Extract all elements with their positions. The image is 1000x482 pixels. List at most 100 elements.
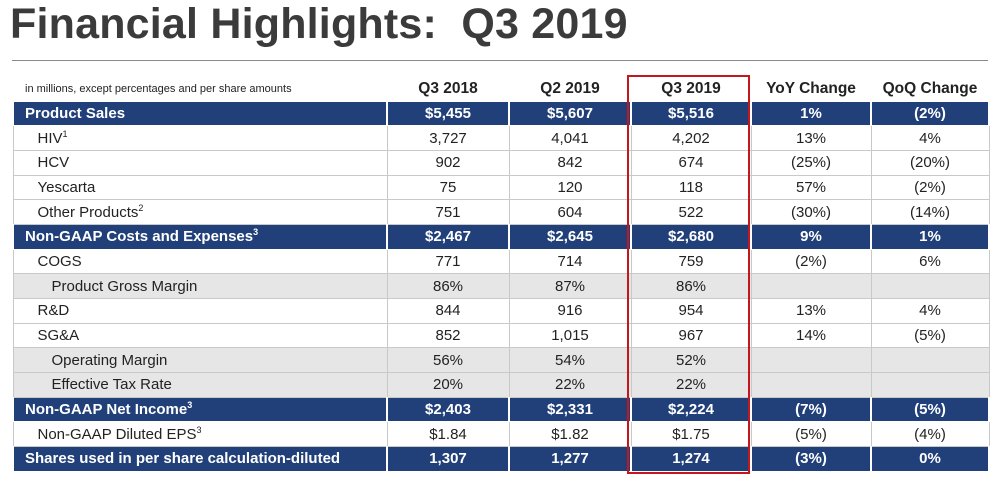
cell-q3-2018: $2,467 — [386, 224, 510, 250]
table-row-cogs: COGS 771 714 759 (2%) 6% — [12, 248, 990, 275]
cell-q3-2019: 86% — [630, 273, 752, 299]
footnote-marker: 1 — [62, 128, 68, 139]
table-row-other-products: Other Products2 751 604 522 (30%) (14%) — [12, 199, 990, 225]
cell-q3-2018: $2,403 — [386, 397, 510, 423]
cell-q3-2018: 1,307 — [386, 446, 510, 472]
table-row-hcv: HCV 902 842 674 (25%) (20%) — [12, 149, 990, 176]
cell-q2-2019: $2,331 — [508, 397, 632, 423]
table-row-non-gaap-diluted-eps: Non-GAAP Diluted EPS3 $1.84 $1.82 $1.75 (5%)… — [12, 421, 990, 448]
row-label: Effective Tax Rate — [12, 372, 388, 398]
cell-q3-2019: 118 — [630, 174, 752, 201]
cell-q3-2019: 759 — [630, 248, 752, 275]
row-label: HCV — [12, 149, 388, 176]
cell-qoq-change: 4% — [870, 125, 990, 151]
cell-yoy-change: (7%) — [750, 397, 872, 423]
row-label: COGS — [12, 248, 388, 275]
row-label-text: Product Gross Margin — [51, 277, 198, 295]
footnote-marker: 3 — [187, 400, 193, 411]
row-label: Operating Margin — [12, 347, 388, 374]
row-label: R&D — [12, 298, 388, 324]
section-row-non-gaap-costs-and-expenses: Non-GAAP Costs and Expenses3 $2,467 $2,645… — [12, 224, 990, 250]
cell-qoq-change: 6% — [870, 248, 990, 275]
cell-qoq-change: (2%) — [870, 101, 990, 127]
cell-q3-2019: $1.75 — [630, 421, 752, 448]
cell-q3-2018: 75 — [386, 174, 510, 201]
row-label-text: Operating Margin — [51, 351, 168, 369]
row-label-text: HIV — [37, 129, 63, 147]
cell-qoq-change: 0% — [870, 446, 990, 472]
row-label: Non-GAAP Costs and Expenses3 — [12, 224, 388, 250]
row-label: Product Sales — [12, 101, 388, 127]
cell-q2-2019: 1,277 — [508, 446, 632, 472]
cell-yoy-change: (2%) — [750, 248, 872, 275]
cell-yoy-change — [750, 273, 872, 299]
cell-q2-2019: $5,607 — [508, 101, 632, 127]
cell-qoq-change: (20%) — [870, 149, 990, 176]
table-row-sganda: SG&A 852 1,015 967 14% (5%) — [12, 322, 990, 349]
cell-q2-2019: 120 — [508, 174, 632, 201]
cell-q3-2019: 4,202 — [630, 125, 752, 151]
row-label-text: HCV — [37, 154, 70, 172]
cell-qoq-change: 1% — [870, 224, 990, 250]
cell-yoy-change — [750, 347, 872, 374]
cell-q3-2019: 522 — [630, 199, 752, 225]
footnote-marker: 3 — [253, 227, 259, 238]
cell-q3-2018: 86% — [386, 273, 510, 299]
cell-q2-2019: 1,015 — [508, 322, 632, 349]
cell-yoy-change: 13% — [750, 298, 872, 324]
cell-yoy-change: 14% — [750, 322, 872, 349]
financial-highlights-table: in millions, except percentages and per … — [12, 77, 990, 472]
table-row-operating-margin: Operating Margin 56% 54% 52% — [12, 347, 990, 374]
cell-yoy-change: 9% — [750, 224, 872, 250]
row-label-text: Non-GAAP Net Income — [25, 401, 188, 419]
column-header-q3-2019: Q3 2019 — [631, 77, 751, 102]
cell-q2-2019: 54% — [508, 347, 632, 374]
column-header-qoq-change: QoQ Change — [871, 77, 989, 102]
footnote-marker: 2 — [138, 202, 144, 213]
cell-yoy-change: 57% — [750, 174, 872, 201]
row-label-text: Non-GAAP Costs and Expenses — [25, 228, 254, 246]
cell-qoq-change — [870, 273, 990, 299]
row-label-text: R&D — [37, 302, 70, 320]
cell-q3-2018: 3,727 — [386, 125, 510, 151]
cell-q3-2019: $2,680 — [630, 224, 752, 250]
cell-qoq-change: (2%) — [870, 174, 990, 201]
cell-qoq-change — [870, 347, 990, 374]
row-label-text: Yescarta — [37, 178, 96, 196]
row-label: Product Gross Margin — [12, 273, 388, 299]
cell-q3-2018: 20% — [386, 372, 510, 398]
table-row-yescarta: Yescarta 75 120 118 57% (2%) — [12, 174, 990, 201]
cell-qoq-change: (5%) — [870, 322, 990, 349]
cell-yoy-change: 1% — [750, 101, 872, 127]
units-note: in millions, except percentages and per … — [13, 77, 387, 102]
cell-q2-2019: 842 — [508, 149, 632, 176]
cell-yoy-change: 13% — [750, 125, 872, 151]
cell-q2-2019: 714 — [508, 248, 632, 275]
cell-q3-2019: $2,224 — [630, 397, 752, 423]
cell-yoy-change: (25%) — [750, 149, 872, 176]
cell-q3-2018: $5,455 — [386, 101, 510, 127]
cell-q2-2019: 87% — [508, 273, 632, 299]
cell-q3-2019: 1,274 — [630, 446, 752, 472]
cell-qoq-change: (5%) — [870, 397, 990, 423]
cell-yoy-change: (30%) — [750, 199, 872, 225]
cell-q3-2019: 52% — [630, 347, 752, 374]
cell-q3-2019: $5,516 — [630, 101, 752, 127]
row-label-text: Shares used in per share calculation-dil… — [25, 450, 341, 468]
cell-q3-2019: 674 — [630, 149, 752, 176]
row-label: Yescarta — [12, 174, 388, 201]
column-header-q3-2018: Q3 2018 — [387, 77, 509, 102]
row-label: SG&A — [12, 322, 388, 349]
cell-q2-2019: 916 — [508, 298, 632, 324]
table-row-randd: R&D 844 916 954 13% 4% — [12, 298, 990, 324]
section-row-shares-used-in-per-share-calculation-diluted: Shares used in per share calculation-dil… — [12, 446, 990, 472]
row-label: HIV1 — [12, 125, 388, 151]
cell-yoy-change — [750, 372, 872, 398]
cell-q3-2018: 902 — [386, 149, 510, 176]
cell-qoq-change: (14%) — [870, 199, 990, 225]
header-row: in millions, except percentages and per … — [13, 77, 989, 102]
section-row-product-sales: Product Sales $5,455 $5,607 $5,516 1% (2%) — [12, 101, 990, 127]
row-label: Non-GAAP Net Income3 — [12, 397, 388, 423]
footnote-marker: 3 — [196, 424, 202, 435]
row-label-text: Product Sales — [25, 105, 126, 123]
